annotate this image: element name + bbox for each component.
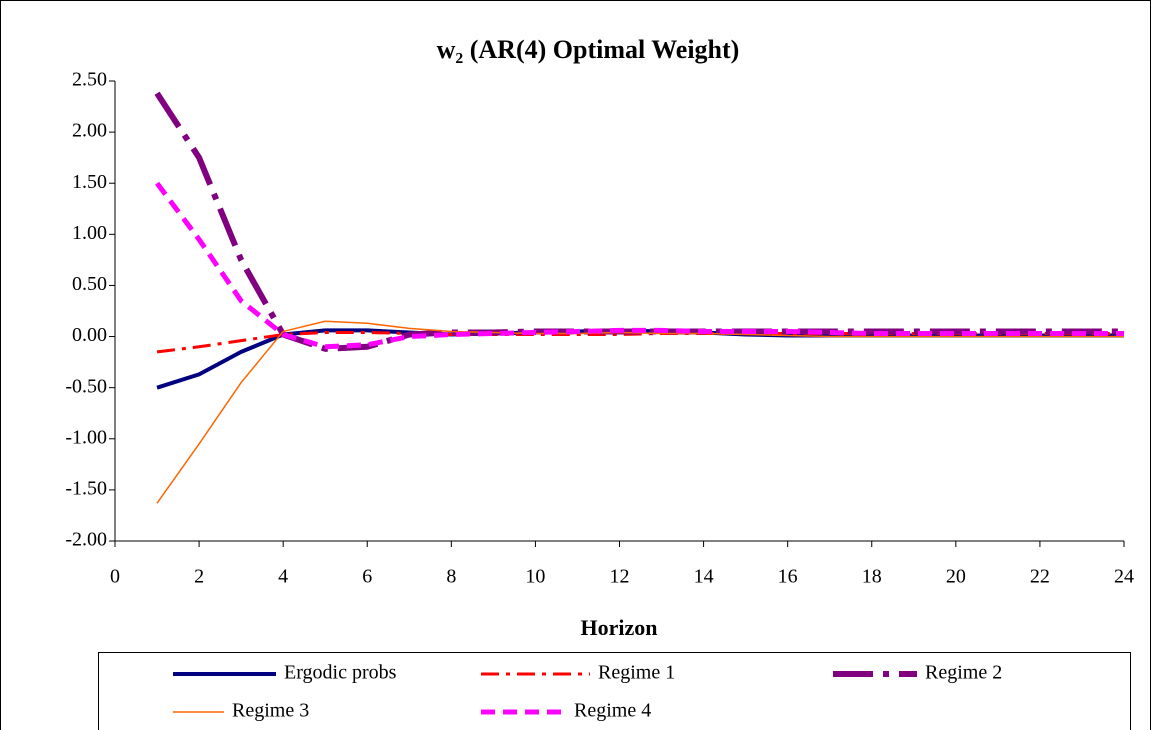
x-tick-label: 20 [946, 566, 966, 588]
y-tick-label: -2.00 [65, 529, 107, 551]
legend-label: Regime 2 [925, 662, 1002, 684]
x-tick-label: 0 [110, 566, 120, 588]
series-line [156, 320, 1124, 504]
y-tick-label: 1.00 [72, 222, 107, 244]
y-tick-label: -1.00 [65, 426, 107, 448]
x-tick-label: 8 [446, 566, 456, 588]
legend-label: Regime 4 [574, 700, 651, 722]
legend-label: Ergodic probs [284, 662, 397, 684]
y-tick-label: 2.00 [72, 120, 107, 142]
x-axis-label: Horizon [581, 615, 658, 640]
y-tick-label: 0.50 [72, 273, 107, 295]
x-tick-label: 18 [862, 566, 882, 588]
x-tick-label: 10 [525, 566, 545, 588]
chart-title: w₂ (AR(4) Optimal Weight) [437, 35, 740, 64]
legend-box [98, 652, 1131, 730]
y-tick-label: 2.50 [72, 69, 107, 91]
series-line [155, 181, 1124, 350]
y-tick-label: -0.50 [65, 375, 107, 397]
legend-label: Regime 1 [598, 662, 675, 684]
x-tick-label: 2 [194, 566, 204, 588]
legend-label: Regime 3 [232, 700, 309, 722]
x-tick-label: 14 [694, 566, 714, 588]
y-tick-label: 1.50 [72, 171, 107, 193]
y-tick-label: 0.00 [72, 324, 107, 346]
x-tick-label: 24 [1114, 566, 1134, 588]
x-tick-label: 6 [362, 566, 372, 588]
y-tick-label: -1.50 [65, 477, 107, 499]
x-tick-label: 4 [278, 566, 288, 588]
x-tick-label: 22 [1030, 566, 1050, 588]
x-tick-label: 16 [778, 566, 798, 588]
x-tick-label: 12 [610, 566, 630, 588]
